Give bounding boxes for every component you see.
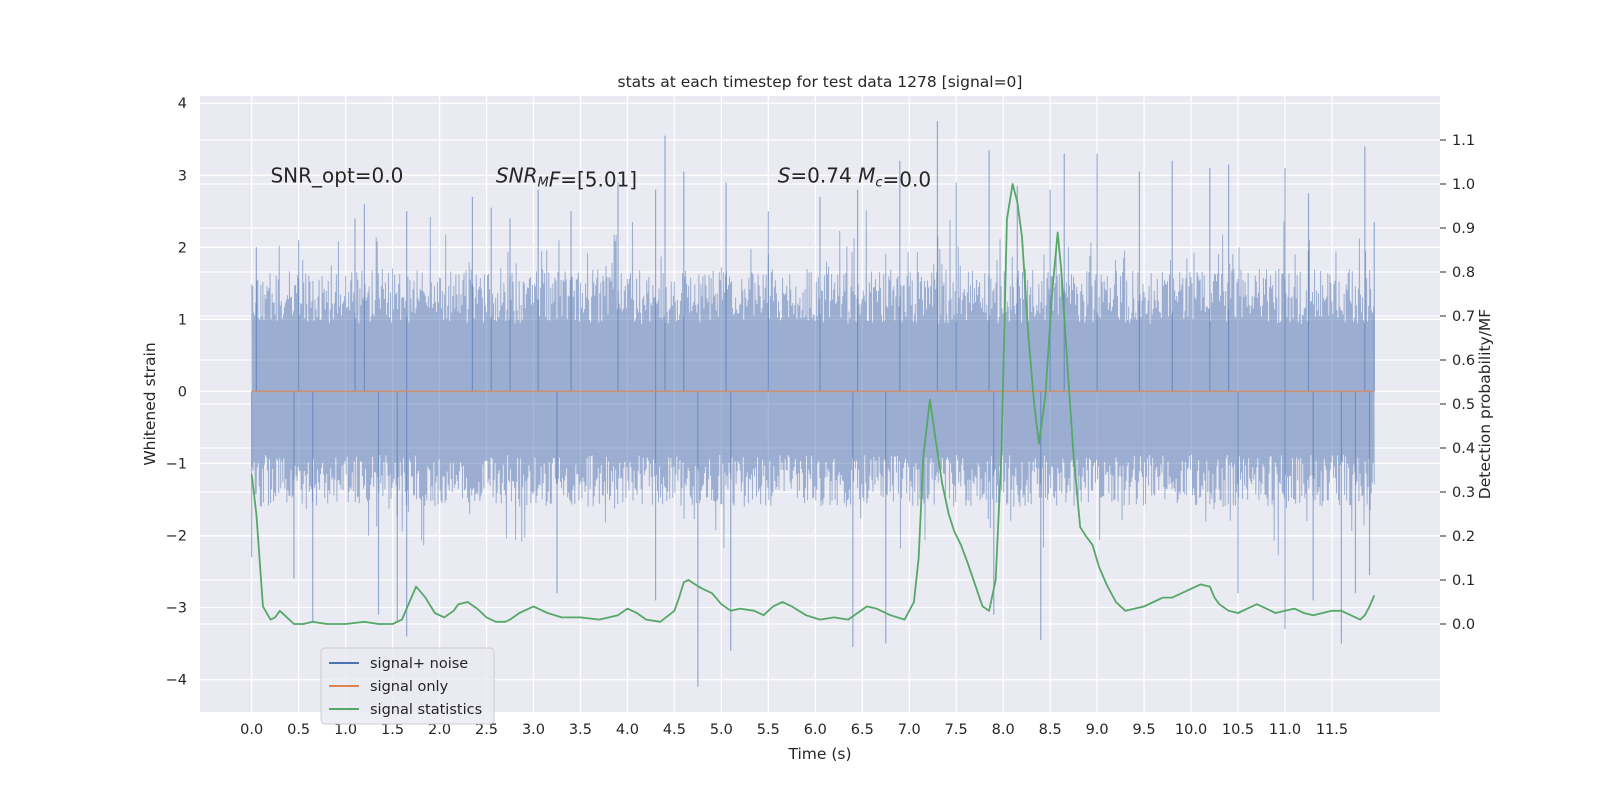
legend-label-signal-noise: signal+ noise	[370, 656, 468, 672]
x-tick-label: 10.0	[1175, 722, 1207, 738]
y-right-tick-label: 0.5	[1452, 397, 1475, 413]
y-right-tick-label: 0.1	[1452, 573, 1475, 589]
x-tick-label: 2.5	[475, 722, 498, 738]
y-left-tick-label: 2	[178, 240, 187, 256]
legend: signal+ noise signal only signal statist…	[320, 647, 495, 725]
x-tick-label: 8.0	[992, 722, 1015, 738]
y-left-tick-label: −4	[166, 673, 187, 689]
x-tick-label: 9.0	[1086, 722, 1109, 738]
x-tick-label: 9.5	[1133, 722, 1156, 738]
x-tick-label: 3.5	[569, 722, 592, 738]
y-axis-left-ticks: −4 −3 −2 −1 0 1 2 3 4	[166, 96, 187, 688]
series-signal-noise	[251, 121, 1375, 687]
x-tick-label: 4.0	[616, 722, 639, 738]
x-axis-label: Time (s)	[787, 745, 851, 763]
y-axis-right-label: Detection probability/MF	[1476, 309, 1494, 500]
y-right-tick-label: 0.8	[1452, 265, 1475, 281]
y-left-tick-label: 3	[178, 168, 187, 184]
annotation-0: SNR_opt=0.0	[270, 163, 403, 187]
y-right-tick-label: 1.0	[1452, 177, 1475, 193]
x-tick-label: 11.5	[1316, 722, 1348, 738]
x-tick-label: 7.5	[945, 722, 968, 738]
signal-statistics-line	[250, 183, 1376, 625]
y-right-tick-label: 0.7	[1452, 309, 1475, 325]
y-left-tick-label: −1	[166, 456, 187, 472]
chart-title: stats at each timestep for test data 127…	[618, 73, 1023, 91]
y-right-tick-label: 0.9	[1452, 221, 1475, 237]
y-left-tick-label: 1	[178, 312, 187, 328]
x-tick-label: 3.0	[522, 722, 545, 738]
x-tick-label: 5.0	[710, 722, 733, 738]
y-axis-right-ticks: 0.0 0.1 0.2 0.3 0.4 0.5 0.6 0.7 0.8 0.9 1.0 1.1	[1440, 133, 1475, 633]
x-tick-label: 4.5	[663, 722, 686, 738]
annotations: SNR_opt=0.0 SNRMF=[5.01] S=0.74 Mc=0.0	[270, 163, 931, 191]
x-tick-label: 0.0	[240, 722, 263, 738]
legend-box	[320, 647, 495, 725]
annotation-1: SNRMF=[5.01]	[496, 163, 637, 191]
x-tick-label: 1.5	[381, 722, 404, 738]
x-tick-label: 6.0	[804, 722, 827, 738]
x-tick-label: 8.5	[1039, 722, 1062, 738]
x-tick-label: 7.0	[898, 722, 921, 738]
annotation-2: S=0.74 Mc=0.0	[778, 163, 931, 191]
y-right-tick-label: 0.3	[1452, 485, 1475, 501]
y-left-tick-label: −3	[166, 601, 187, 617]
y-right-tick-label: 0.4	[1452, 441, 1475, 457]
x-tick-label: 2.0	[428, 722, 451, 738]
x-axis-ticks: 0.0 0.5 1.0 1.5 2.0 2.5 3.0 3.5 4.0 4.5 5.0 5.5 6.0 6…	[240, 722, 1348, 738]
series-signal-statistics	[250, 183, 1376, 625]
y-left-tick-label: 4	[178, 96, 187, 112]
y-right-tick-label: 0.6	[1452, 353, 1475, 369]
x-tick-label: 10.5	[1222, 722, 1254, 738]
x-tick-label: 1.0	[334, 722, 357, 738]
y-right-tick-label: 1.1	[1452, 133, 1475, 149]
x-tick-label: 11.0	[1269, 722, 1301, 738]
legend-label-signal-statistics: signal statistics	[370, 702, 482, 718]
legend-label-signal-only: signal only	[370, 679, 449, 695]
y-axis-left-label: Whitened strain	[141, 342, 159, 465]
x-tick-label: 5.5	[757, 722, 780, 738]
y-left-tick-label: 0	[178, 384, 187, 400]
y-right-tick-label: 0.2	[1452, 529, 1475, 545]
y-right-tick-label: 0.0	[1452, 617, 1475, 633]
x-tick-label: 6.5	[851, 722, 874, 738]
signal-noise-trace	[251, 210, 1375, 556]
x-tick-label: 0.5	[287, 722, 310, 738]
y-left-tick-label: −2	[166, 528, 187, 544]
